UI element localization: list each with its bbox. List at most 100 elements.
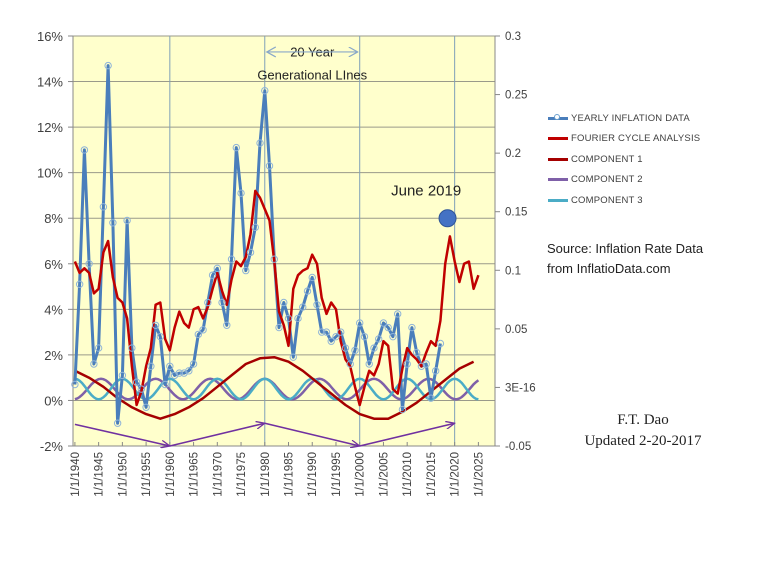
yearly-inflation-point (90, 360, 98, 368)
yearly-inflation-point (123, 216, 131, 225)
yearly-inflation-point (237, 189, 245, 197)
cycle-arrow (359, 423, 455, 447)
x-tick-label: 1/1/1950 (117, 452, 129, 497)
yearly-inflation-point (113, 419, 122, 427)
generational-lines-label: Generational LInes (257, 67, 367, 82)
yearly-inflation-point (375, 335, 383, 343)
y-left-tick-label: 4% (44, 302, 63, 317)
yearly-inflation-point (166, 362, 174, 370)
yearly-inflation-point (346, 360, 354, 368)
yearly-inflation-point (246, 248, 255, 257)
yearly-inflation-point (299, 303, 307, 311)
legend-swatch (548, 113, 568, 120)
y-left-tick-label: 10% (37, 166, 63, 181)
fourier-cycle-line (73, 189, 480, 407)
x-tick-label: 1/1/2005 (378, 452, 390, 497)
yearly-inflation-point (265, 162, 274, 170)
yearly-inflation-point (261, 86, 269, 95)
yearly-inflation-point (308, 273, 316, 282)
yearly-inflation-point (280, 298, 288, 307)
legend-marker-icon (554, 113, 560, 120)
x-tick-label: 1/1/1965 (189, 452, 201, 497)
yearly-inflation-point (393, 310, 402, 318)
yearly-inflation-point (99, 203, 108, 211)
yearly-inflation-point (327, 337, 335, 345)
source-line-1: Source: Inflation Rate Data (547, 241, 704, 256)
yearly-inflation-point (175, 369, 184, 377)
legend-label: YEARLY INFLATION DATA (571, 112, 690, 124)
x-tick-label: 1/1/1945 (94, 452, 106, 497)
cycle-arrow (264, 422, 360, 446)
yearly-inflation-point (351, 346, 359, 355)
yearly-inflation-point (408, 323, 416, 332)
yearly-inflation-point (132, 378, 141, 386)
yearly-inflation-point (379, 319, 388, 327)
yearly-inflation-point (180, 369, 188, 377)
yearly-inflation-point (151, 321, 160, 329)
y-right-tick-label: 0.25 (505, 90, 527, 102)
source-note: Source: Inflation Rate Data from Inflati… (547, 239, 703, 279)
yearly-inflation-point (270, 255, 278, 263)
yearly-inflation-point (85, 260, 93, 268)
yearly-inflation-point (417, 362, 426, 370)
x-tick-label: 1/1/1985 (284, 452, 296, 497)
legend-label: COMPONENT 2 (571, 174, 643, 186)
yearly-inflation-point (337, 328, 345, 336)
author-note: F.T. Dao Updated 2-20-2017 (573, 410, 713, 452)
y-left-tick-label: -2% (40, 439, 64, 454)
updated-date: Updated 2-20-2017 (584, 433, 702, 449)
yearly-inflation-point (303, 287, 312, 295)
yearly-inflation-point (370, 344, 378, 352)
yearly-inflation-point (118, 371, 127, 380)
y-left-tick-label: 14% (37, 75, 63, 90)
y-right-tick-label: 0.2 (505, 148, 521, 160)
x-tick-label: 1/1/1975 (236, 452, 248, 497)
yearly-inflation-point (365, 360, 373, 368)
yearly-inflation-point (332, 332, 340, 341)
yearly-inflation-point (94, 344, 103, 352)
x-tick-label: 1/1/2020 (450, 452, 462, 497)
legend: YEARLY INFLATION DATA FOURIER CYCLE ANALY… (548, 108, 700, 211)
legend-item: FOURIER CYCLE ANALYSIS (548, 129, 700, 150)
june-2019-label: June 2019 (391, 182, 461, 199)
legend-label: COMPONENT 3 (571, 194, 643, 206)
x-tick-label: 1/1/1960 (165, 452, 177, 497)
yearly-inflation-point (147, 362, 155, 370)
legend-item: COMPONENT 2 (548, 170, 700, 191)
x-tick-label: 1/1/1955 (141, 452, 153, 497)
yearly-inflation-point (71, 380, 79, 389)
y-left-tick-label: 0% (44, 393, 63, 408)
yearly-inflation-point (384, 323, 392, 332)
y-left-tick-label: 6% (44, 257, 63, 272)
y-right-tick-label: 0.05 (505, 324, 527, 336)
legend-label: FOURIER CYCLE ANALYSIS (571, 133, 701, 145)
legend-swatch (548, 198, 568, 202)
yearly-inflation-point (128, 344, 136, 352)
x-tick-label: 1/1/1990 (307, 452, 319, 497)
yearly-inflation-point (251, 223, 259, 232)
yearly-inflation-point (223, 321, 231, 329)
x-tick-label: 1/1/2000 (355, 452, 367, 497)
x-tick-label: 1/1/1995 (331, 452, 343, 497)
y-left-tick-label: 2% (44, 348, 63, 363)
x-tick-label: 1/1/1970 (212, 452, 224, 497)
yearly-inflation-point (436, 339, 445, 348)
yearly-inflation-point (341, 344, 350, 352)
yearly-inflation-point (322, 328, 331, 336)
generational-span-arrowhead (265, 46, 277, 58)
yearly-inflation-point (185, 367, 193, 375)
x-tick-label: 1/1/2025 (473, 452, 485, 497)
yearly-inflation-point (242, 266, 250, 275)
legend-swatch (548, 178, 568, 182)
cycle-arrow (169, 423, 265, 447)
component-1-line (74, 355, 475, 420)
yearly-inflation-point (403, 360, 411, 368)
yearly-inflation-point (204, 298, 212, 307)
yearly-inflation-point (289, 353, 297, 361)
yearly-inflation-point (161, 380, 169, 389)
yearly-inflation-point (360, 332, 369, 341)
yearly-inflation-point (389, 332, 397, 341)
yearly-inflation-point (427, 394, 435, 402)
x-tick-label: 1/1/1940 (70, 452, 82, 497)
